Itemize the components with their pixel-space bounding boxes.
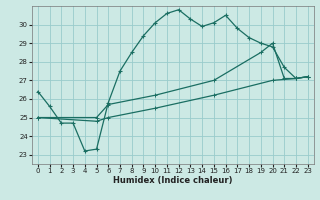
X-axis label: Humidex (Indice chaleur): Humidex (Indice chaleur) xyxy=(113,176,233,185)
